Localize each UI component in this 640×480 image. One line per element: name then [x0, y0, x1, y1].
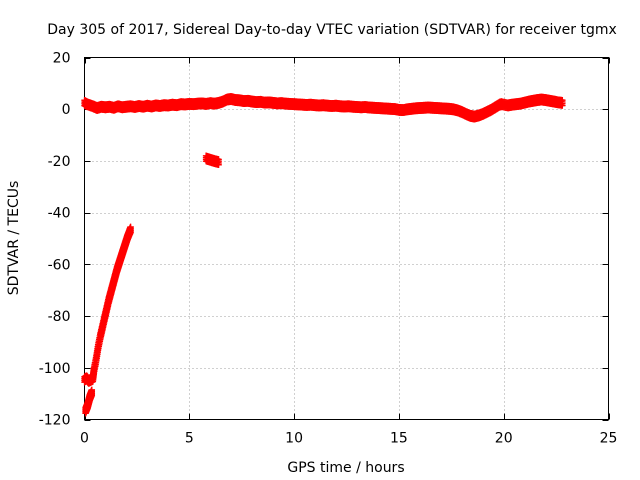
x-tick-label: 5 [185, 431, 194, 447]
data-points [81, 93, 566, 417]
x-tick-label: 20 [495, 431, 513, 447]
data-point [88, 386, 96, 393]
y-tick-label: -60 [48, 257, 71, 273]
series-steep-rising-branch [81, 223, 134, 387]
data-point [559, 96, 566, 104]
series-low-cluster [82, 386, 96, 417]
data-point [215, 156, 222, 163]
y-axis-tick-labels: -120 -100 -80 -60 -40 -20 0 20 [39, 51, 71, 429]
y-tick-label: -20 [48, 154, 71, 170]
series-main-band [81, 93, 566, 123]
x-tick-label: 10 [285, 431, 303, 447]
x-tick-label: 25 [600, 431, 618, 447]
x-tick-label: 15 [390, 431, 408, 447]
grid-layer [84, 57, 609, 420]
y-tick-label: 0 [62, 102, 71, 118]
series-isolated-points-near-20 [202, 152, 222, 169]
y-tick-label: -120 [39, 413, 71, 429]
x-axis-tick-labels: 0 5 10 15 20 25 [80, 431, 617, 447]
plot-frame [84, 57, 609, 420]
data-point [127, 223, 134, 231]
y-tick-label: 20 [53, 51, 71, 67]
y-axis-label: SDTVAR / TECUs [6, 181, 22, 296]
y-tick-label: -80 [48, 309, 71, 325]
y-tick-label: -100 [39, 361, 71, 377]
y-tick-label: -40 [48, 206, 71, 222]
x-axis-label: GPS time / hours [287, 460, 404, 476]
plot-border [84, 57, 609, 420]
x-tick-label: 0 [80, 431, 89, 447]
chart-title: Day 305 of 2017, Sidereal Day-to-day VTE… [47, 22, 617, 38]
